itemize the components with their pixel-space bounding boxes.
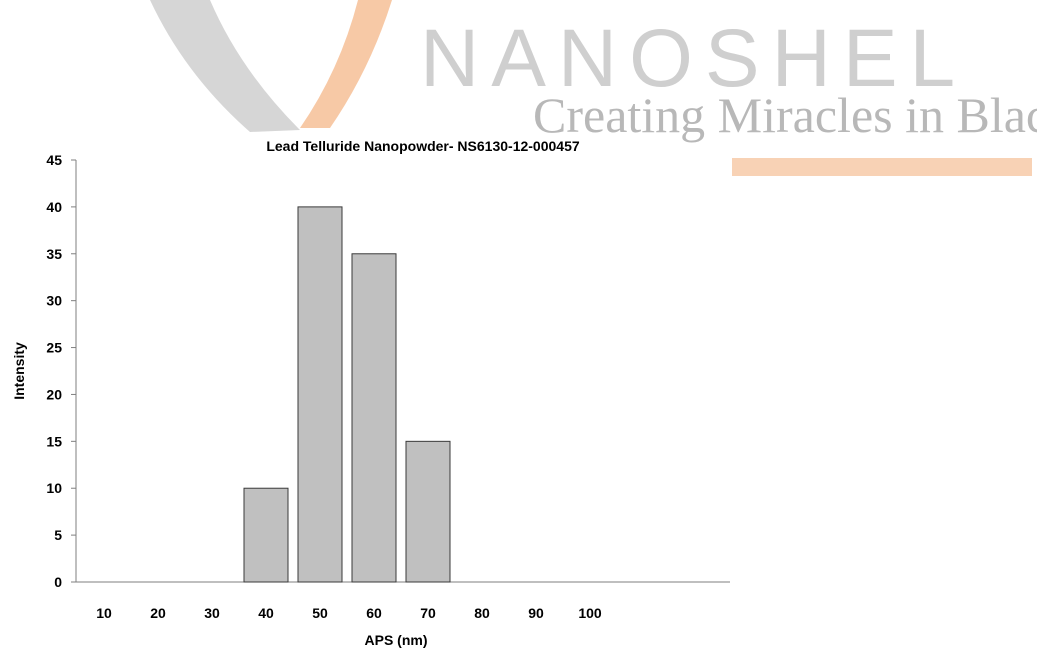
y-axis-ticks: 0 5 10 15 20 25 30 35 40 45 (46, 152, 76, 590)
y-tick-label: 25 (46, 340, 62, 356)
bar-50 (297, 206, 343, 583)
y-axis-label: Intensity (11, 342, 27, 400)
x-tick-label: 90 (528, 605, 544, 621)
nanoshel-watermark: NANOSHEL Creating Miracles in Black (150, 0, 1037, 176)
chart-title: Lead Telluride Nanopowder- NS6130-12-000… (266, 138, 580, 154)
x-tick-label: 50 (312, 605, 328, 621)
logo-swoosh-orange (300, 0, 392, 128)
logo-swoosh-gray (150, 0, 300, 132)
x-tick-label: 40 (258, 605, 274, 621)
y-tick-label: 40 (46, 199, 62, 215)
bar-40 (243, 487, 289, 583)
bar-70 (405, 440, 451, 583)
x-tick-label: 100 (578, 605, 602, 621)
watermark-brand: NANOSHEL (420, 13, 967, 104)
x-tick-label: 20 (150, 605, 166, 621)
y-tick-label: 0 (54, 574, 62, 590)
x-axis-label: APS (nm) (365, 632, 428, 648)
watermark-accent-bar (732, 158, 1032, 176)
x-tick-label: 60 (366, 605, 382, 621)
x-axis-tick-labels: 10 20 30 40 50 60 70 80 90 100 (96, 605, 602, 621)
y-tick-label: 30 (46, 293, 62, 309)
x-tick-label: 80 (474, 605, 490, 621)
y-tick-label: 45 (46, 152, 62, 168)
x-tick-label: 70 (420, 605, 436, 621)
x-tick-label: 10 (96, 605, 112, 621)
y-tick-label: 35 (46, 246, 62, 262)
y-tick-label: 10 (46, 480, 62, 496)
y-tick-label: 15 (46, 433, 62, 449)
x-tick-label: 30 (204, 605, 220, 621)
watermark-tagline: Creating Miracles in Black (533, 87, 1037, 143)
bar-series (243, 206, 451, 583)
bar-60 (351, 253, 397, 583)
y-tick-label: 20 (46, 386, 62, 402)
y-tick-label: 5 (54, 527, 62, 543)
